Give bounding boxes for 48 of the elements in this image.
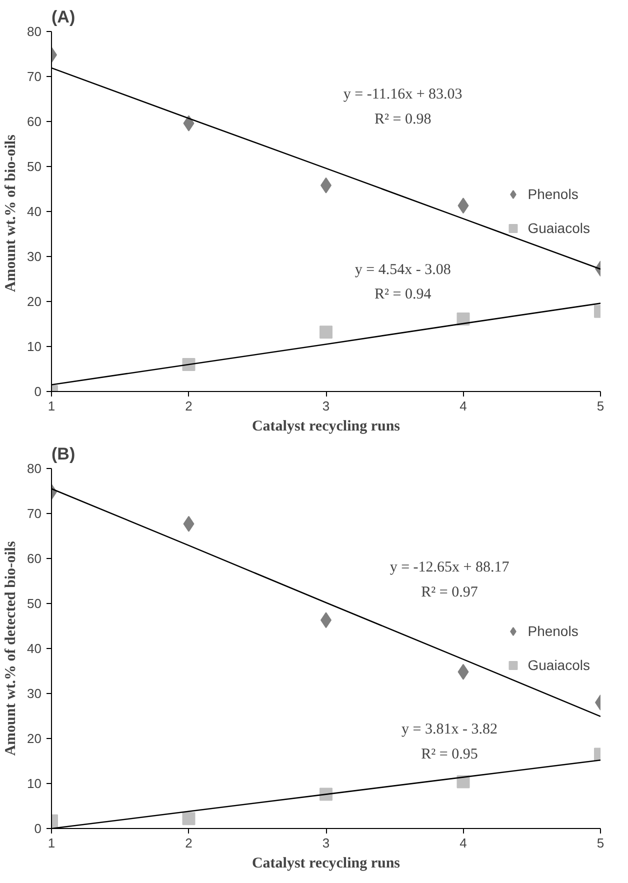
y-tick-label: 30 [27, 686, 42, 701]
y-axis-title: Amount wt.% of detected bio-oils [3, 541, 20, 756]
annotation: y = -12.65x + 88.17 [390, 560, 510, 576]
legend-label: Guaiacols [528, 220, 590, 236]
y-tick-label: 10 [27, 776, 42, 791]
y-tick-label: 80 [27, 461, 42, 476]
annotation: R² = 0.95 [421, 746, 478, 762]
x-tick-label: 1 [48, 398, 56, 414]
y-axis-title: Amount wt.% of bio-oils [3, 134, 20, 292]
y-tick-label: 40 [27, 204, 42, 219]
y-tick-label: 50 [27, 159, 42, 174]
y-tick-label: 20 [27, 731, 42, 746]
x-tick-label: 5 [596, 398, 604, 414]
annotation: y = 4.54x - 3.08 [354, 262, 451, 278]
annotation: R² = 0.98 [374, 111, 432, 128]
y-tick-label: 70 [27, 69, 42, 84]
legend-label: Phenols [528, 186, 578, 202]
y-tick-label: 30 [27, 249, 42, 264]
y-tick-label: 0 [34, 384, 42, 399]
legend-label: Phenols [528, 623, 578, 639]
x-tick-label: 3 [322, 836, 330, 850]
y-tick-label: 0 [34, 821, 42, 836]
annotation: y = -11.16x + 83.03 [343, 86, 462, 102]
x-tick-label: 1 [48, 836, 56, 850]
y-tick-label: 80 [27, 24, 42, 39]
point [182, 812, 196, 826]
y-tick-label: 60 [27, 114, 42, 129]
x-tick-label: 4 [460, 398, 467, 414]
x-tick-label: 5 [596, 836, 604, 850]
x-tick-label: 3 [322, 398, 330, 414]
y-tick-label: 70 [27, 506, 42, 521]
annotation: R² = 0.94 [374, 286, 432, 303]
legend-label: Guaiacols [528, 657, 590, 673]
chart-title: (A) [52, 8, 76, 26]
y-tick-label: 20 [27, 294, 42, 309]
x-axis-title: Catalyst recycling runs [252, 856, 400, 872]
y-tick-label: 60 [27, 551, 42, 566]
chart-title: (B) [52, 444, 76, 464]
y-tick-label: 50 [27, 596, 42, 611]
x-tick-label: 2 [185, 398, 192, 414]
annotation: R² = 0.97 [421, 584, 478, 600]
x-axis-title: Catalyst recycling runs [252, 418, 400, 434]
y-tick-label: 40 [27, 641, 42, 656]
x-tick-label: 2 [185, 836, 192, 850]
annotation: y = 3.81x - 3.82 [402, 722, 498, 738]
point [320, 326, 332, 339]
y-tick-label: 10 [27, 339, 42, 354]
x-tick-label: 4 [460, 836, 467, 850]
